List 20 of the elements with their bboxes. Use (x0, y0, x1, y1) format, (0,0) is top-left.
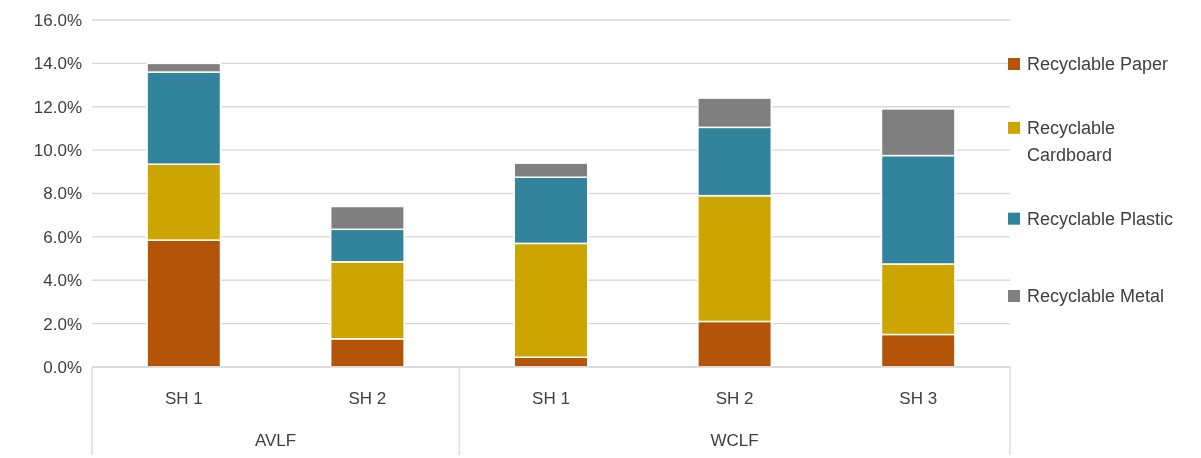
legend-label: Recyclable Plastic (1027, 208, 1174, 229)
y-tick-label: 4.0% (43, 271, 82, 291)
y-tick-label: 14.0% (33, 54, 82, 74)
text: WCLF (710, 431, 759, 450)
y-tick-label: 0.0% (43, 357, 82, 377)
y-tick-label: 2.0% (43, 314, 82, 334)
legend-label: Recyclable Paper (1027, 54, 1169, 74)
legend-label: Recyclable Cardboard (1027, 117, 1116, 165)
x-tick-label: SH 1 (164, 389, 203, 408)
y-tick-label: 8.0% (43, 184, 82, 204)
y-tick-label: 12.0% (33, 97, 82, 117)
x-tick-label: SH 1 (532, 389, 570, 408)
x-tick-label: SH 3 (899, 389, 938, 408)
legend-label: Recyclable Metal (1027, 286, 1165, 306)
y-tick-label: 6.0% (43, 227, 82, 247)
x-tick-label: SH 2 (715, 389, 754, 408)
y-tick-label: 10.0% (33, 141, 82, 161)
text: AVLF (254, 431, 297, 450)
y-tick-label: 16.0% (33, 10, 82, 30)
x-tick-label: SH 2 (348, 389, 387, 408)
